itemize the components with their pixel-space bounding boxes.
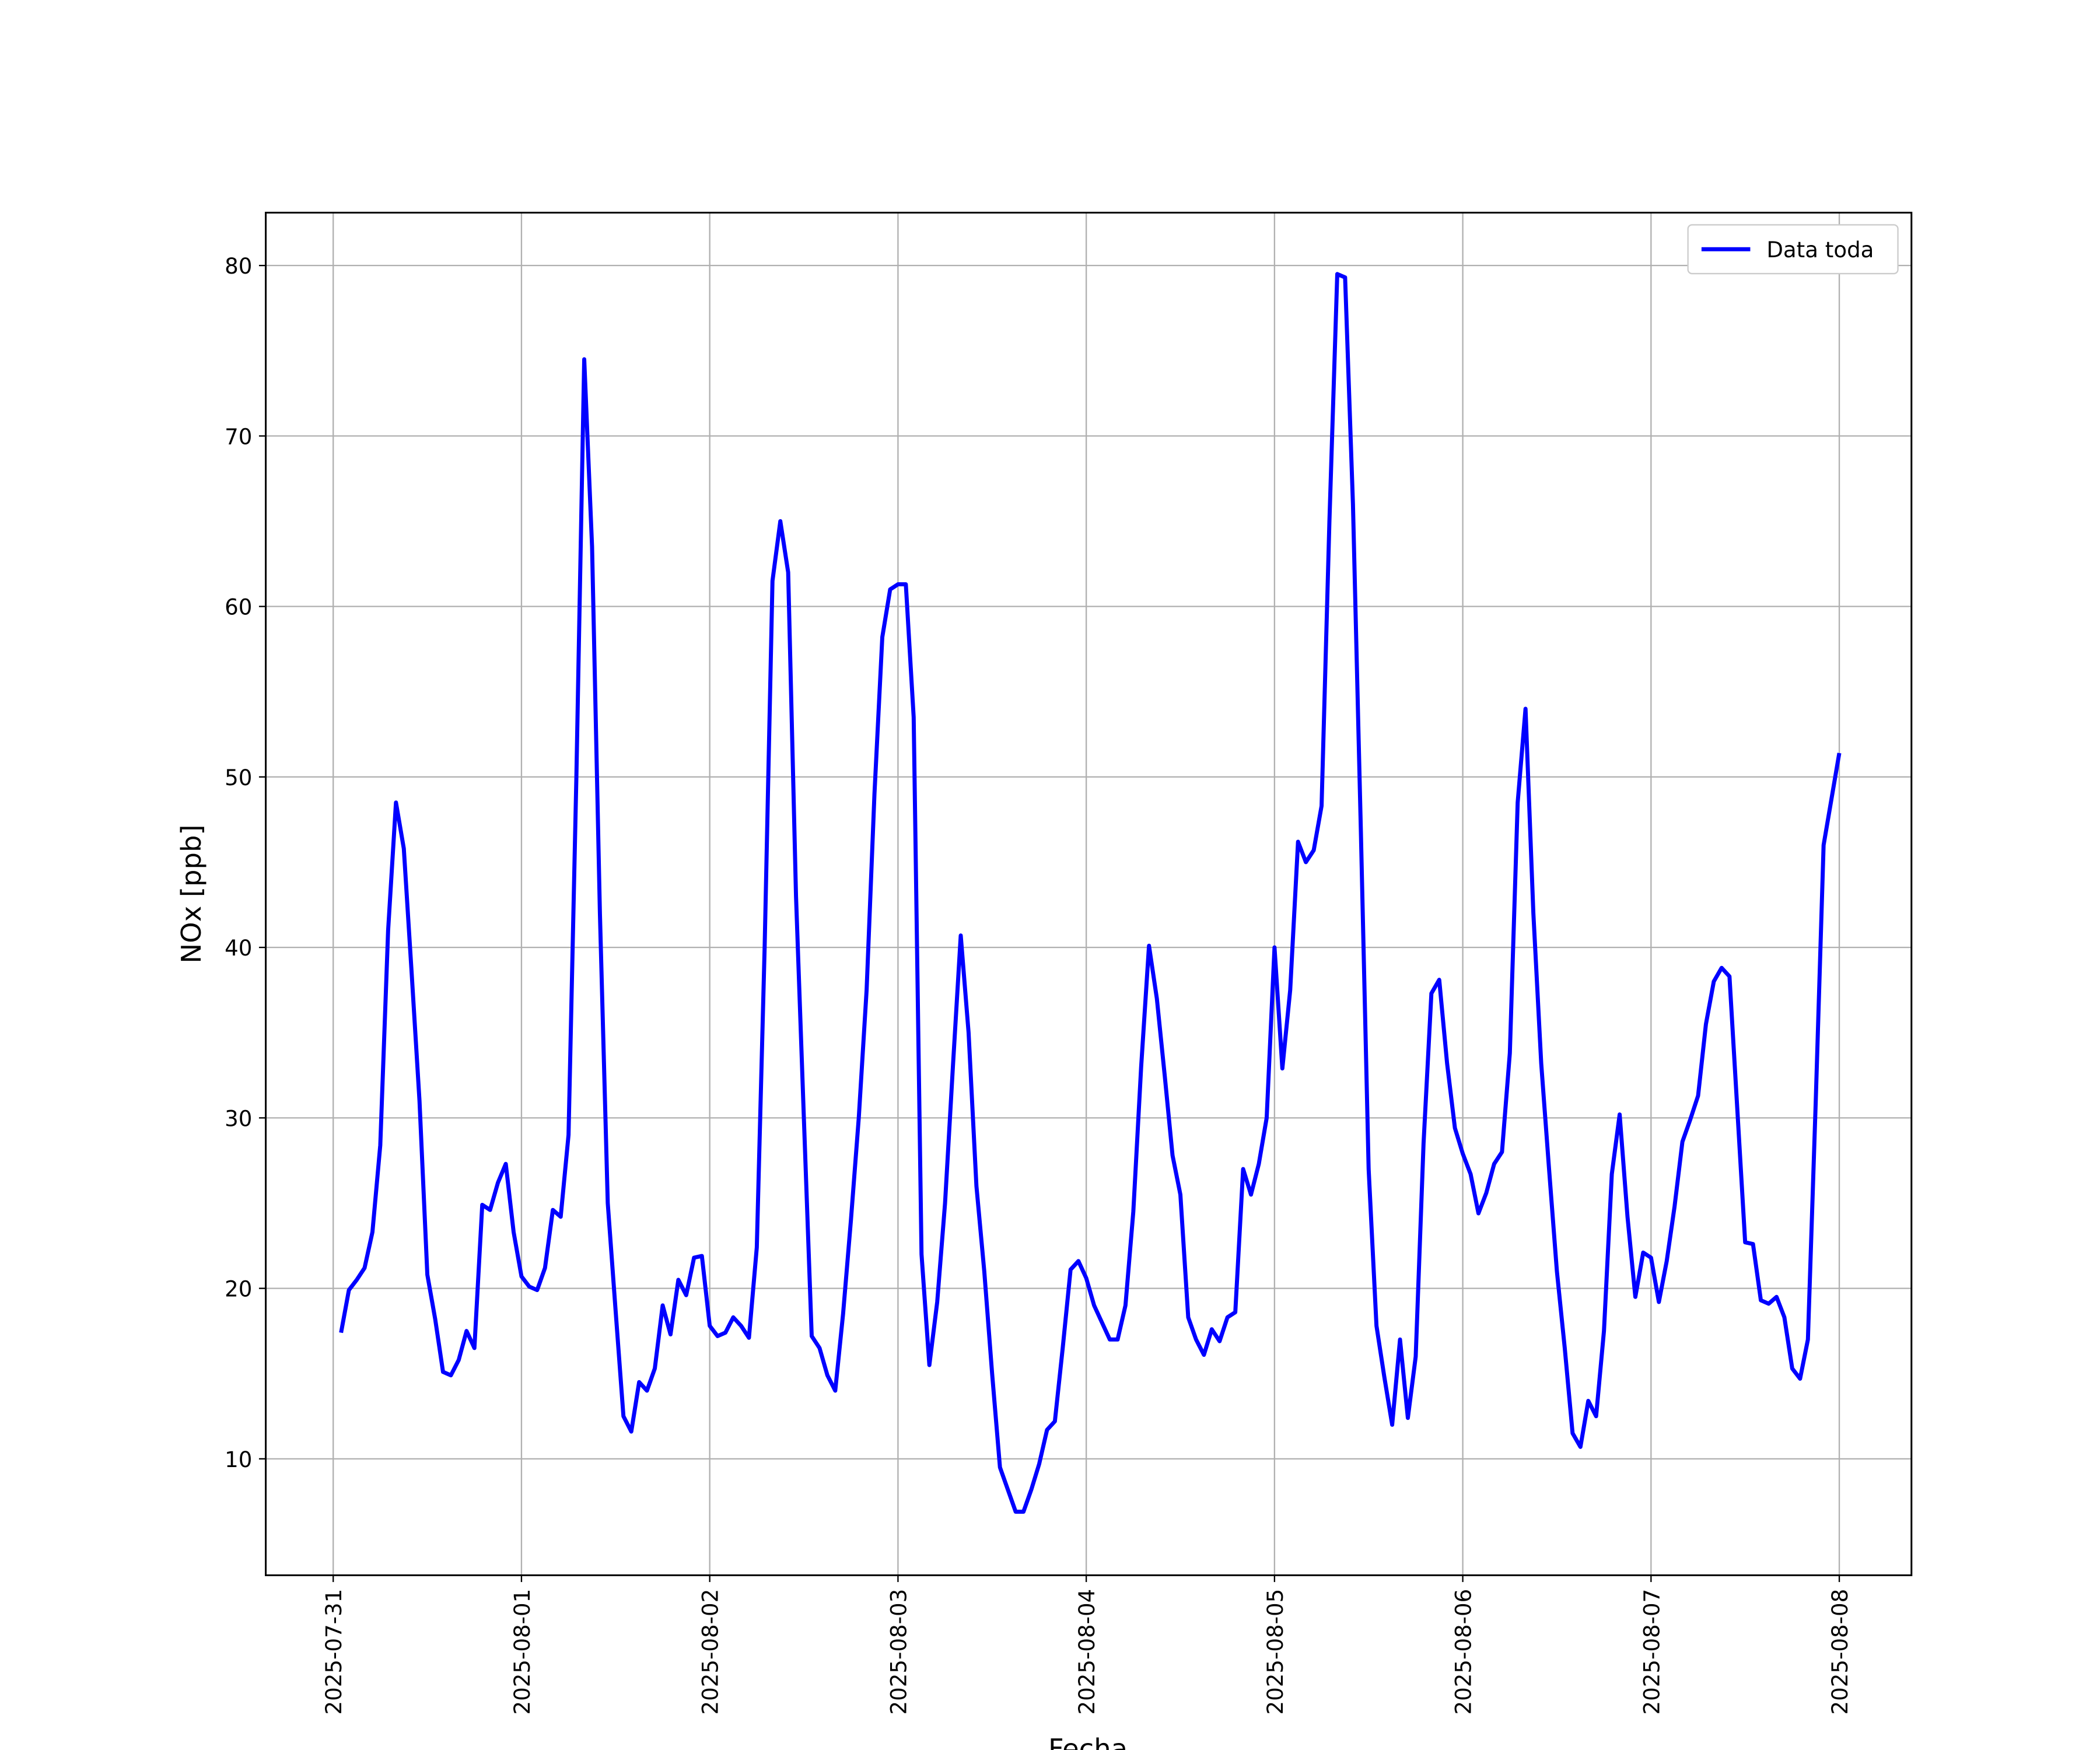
x-tick-label: 2025-08-01 bbox=[510, 1589, 535, 1715]
x-tick-label: 2025-07-31 bbox=[321, 1589, 346, 1715]
x-tick-label: 2025-08-07 bbox=[1639, 1589, 1664, 1715]
plot-frame bbox=[265, 212, 1913, 1576]
y-tick-label: 10 bbox=[225, 1447, 252, 1472]
y-tick-label: 80 bbox=[225, 254, 252, 279]
y-tick-label: 60 bbox=[225, 595, 252, 620]
y-axis-label: NOx [ppb] bbox=[176, 824, 207, 963]
x-axis-label: Fecha bbox=[1048, 1733, 1128, 1750]
data-line bbox=[339, 272, 1842, 1514]
x-tick-label: 2025-08-08 bbox=[1828, 1589, 1853, 1715]
y-tick-label: 30 bbox=[225, 1106, 252, 1131]
x-tick-label: 2025-08-06 bbox=[1451, 1589, 1476, 1715]
x-tick-label: 2025-08-03 bbox=[886, 1589, 911, 1715]
y-tick-label: 70 bbox=[225, 424, 252, 449]
y-tick-label: 50 bbox=[225, 765, 252, 790]
x-tick-label: 2025-08-04 bbox=[1074, 1589, 1100, 1715]
y-tick-label: 40 bbox=[225, 936, 252, 961]
x-tick-label: 2025-08-02 bbox=[698, 1589, 723, 1715]
legend-box bbox=[1687, 224, 1899, 275]
y-tick-label: 20 bbox=[225, 1277, 252, 1302]
x-tick-label: 2025-08-05 bbox=[1263, 1589, 1288, 1715]
legend-label: Data toda bbox=[1766, 237, 1874, 262]
